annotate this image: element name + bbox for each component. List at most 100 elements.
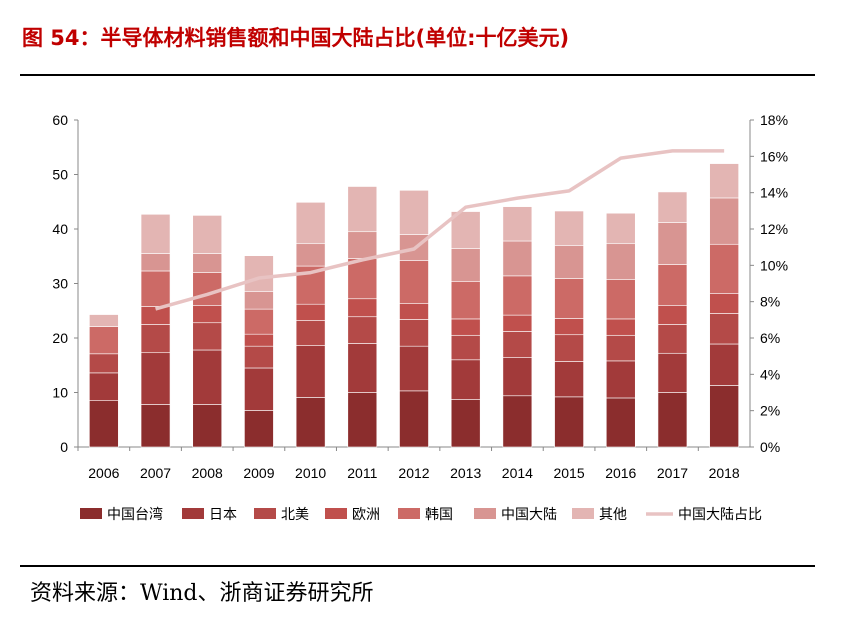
legend-swatch <box>474 508 496 519</box>
bar-segment <box>89 353 119 374</box>
bar-segment <box>605 243 636 280</box>
legend-layer: 中国台湾 日本 北美 欧洲 韩国 中国大陆 其他 中国大陆占比 <box>80 506 762 522</box>
y2-tick-label: 14% <box>760 185 788 201</box>
bars-layer <box>89 163 739 448</box>
bar-segment <box>140 404 171 448</box>
bar-segment <box>140 324 171 354</box>
bar-segment <box>554 318 584 336</box>
y-tick-label: 20 <box>52 330 68 346</box>
bar-segment <box>347 186 378 233</box>
bar-segment <box>140 352 171 405</box>
y-tick-label: 50 <box>52 167 68 183</box>
bar-segment <box>554 245 584 279</box>
bar-segment <box>89 326 119 355</box>
bar-segment <box>399 319 429 347</box>
bar-segment <box>347 231 378 259</box>
bar-segment <box>450 281 481 320</box>
y2-tick-label: 16% <box>760 148 788 164</box>
bar-segment <box>450 399 481 448</box>
x-tick-label: 2011 <box>347 465 377 481</box>
bar-segment <box>605 318 636 336</box>
bar-segment <box>140 213 171 254</box>
bar-segment <box>89 314 119 327</box>
y2-tick-label: 4% <box>760 366 780 382</box>
bar-segment <box>605 279 636 320</box>
bar-segment <box>657 191 688 223</box>
y2-tick-label: 8% <box>760 294 780 310</box>
bar-segment <box>399 303 429 320</box>
y2-tick-label: 10% <box>760 257 788 273</box>
bar-segment <box>244 291 274 310</box>
bar-segment <box>502 314 533 332</box>
line-series-share <box>155 149 725 311</box>
bar-segment <box>502 395 533 448</box>
y-tick-label: 10 <box>52 385 68 401</box>
bar-segment <box>244 345 274 369</box>
bar-segment <box>244 308 274 335</box>
bar-segment <box>605 334 636 362</box>
bar-segment <box>709 343 739 386</box>
bar-segment <box>450 248 481 282</box>
bar-segment <box>192 253 223 273</box>
bar-segment <box>244 410 274 448</box>
stacked-bar-line-chart: 0 10 20 30 40 50 60 0% 2% 4% 6% 8% 10% 12% 14% 16% 18% 20… <box>52 112 788 522</box>
bar-segment <box>89 372 119 401</box>
bar-segment <box>295 345 326 398</box>
y-tick-label: 60 <box>52 112 68 128</box>
y-tick-label: 0 <box>60 439 68 455</box>
bar-segment <box>399 345 429 392</box>
legend-swatch <box>325 508 347 519</box>
bar-segment <box>192 349 223 405</box>
x-tick-label: 2006 <box>88 465 119 481</box>
bar-segment <box>657 392 688 448</box>
bar-segment <box>450 334 481 361</box>
bar-segment <box>89 400 119 448</box>
y-tick-label: 40 <box>52 221 68 237</box>
bar-segment <box>244 255 274 292</box>
x-tick-label: 2009 <box>243 465 274 481</box>
bar-segment <box>502 357 533 397</box>
bar-segment <box>192 404 223 448</box>
legend-swatch <box>398 508 420 519</box>
x-tick-label: 2013 <box>450 465 481 481</box>
legend-label: 中国大陆占比 <box>678 506 762 522</box>
legend-swatch <box>80 508 102 519</box>
bar-segment <box>502 240 533 277</box>
bar-segment <box>192 322 223 351</box>
bar-segment <box>140 306 171 325</box>
legend-swatch <box>182 508 204 519</box>
bar-segment <box>657 352 688 393</box>
legend-label: 北美 <box>281 506 309 522</box>
bar-segment <box>554 334 584 362</box>
y2-tick-label: 12% <box>760 221 788 237</box>
bar-segment <box>502 331 533 358</box>
bar-segment <box>192 272 223 306</box>
x-tick-label: 2008 <box>192 465 223 481</box>
bar-segment <box>554 278 584 319</box>
legend-label: 欧洲 <box>352 506 380 522</box>
x-tick-label: 2015 <box>553 465 584 481</box>
bar-segment <box>192 304 223 324</box>
bar-segment <box>657 304 688 325</box>
y2-tick-label: 0% <box>760 439 780 455</box>
legend-label: 中国大陆 <box>501 506 557 522</box>
bar-segment <box>554 396 584 448</box>
x-tick-label: 2018 <box>709 465 740 481</box>
y2-tick-label: 18% <box>760 112 788 128</box>
bar-segment <box>709 385 739 448</box>
bar-segment <box>399 390 429 448</box>
y2-tick-label: 2% <box>760 403 780 419</box>
bar-segment <box>347 392 378 448</box>
bar-segment <box>657 222 688 265</box>
legend-label: 日本 <box>209 506 237 522</box>
bar-segment <box>347 298 378 318</box>
bar-segment <box>709 243 739 294</box>
bar-segment <box>709 313 739 345</box>
x-tick-label: 2016 <box>605 465 636 481</box>
x-tick-label: 2012 <box>398 465 429 481</box>
legend-swatch <box>572 508 594 519</box>
bar-segment <box>709 197 739 245</box>
bar-segment <box>295 397 326 448</box>
legend-swatch <box>254 508 276 519</box>
figure-title: 图 54：半导体材料销售额和中国大陆占比(单位:十亿美元) <box>22 26 570 50</box>
